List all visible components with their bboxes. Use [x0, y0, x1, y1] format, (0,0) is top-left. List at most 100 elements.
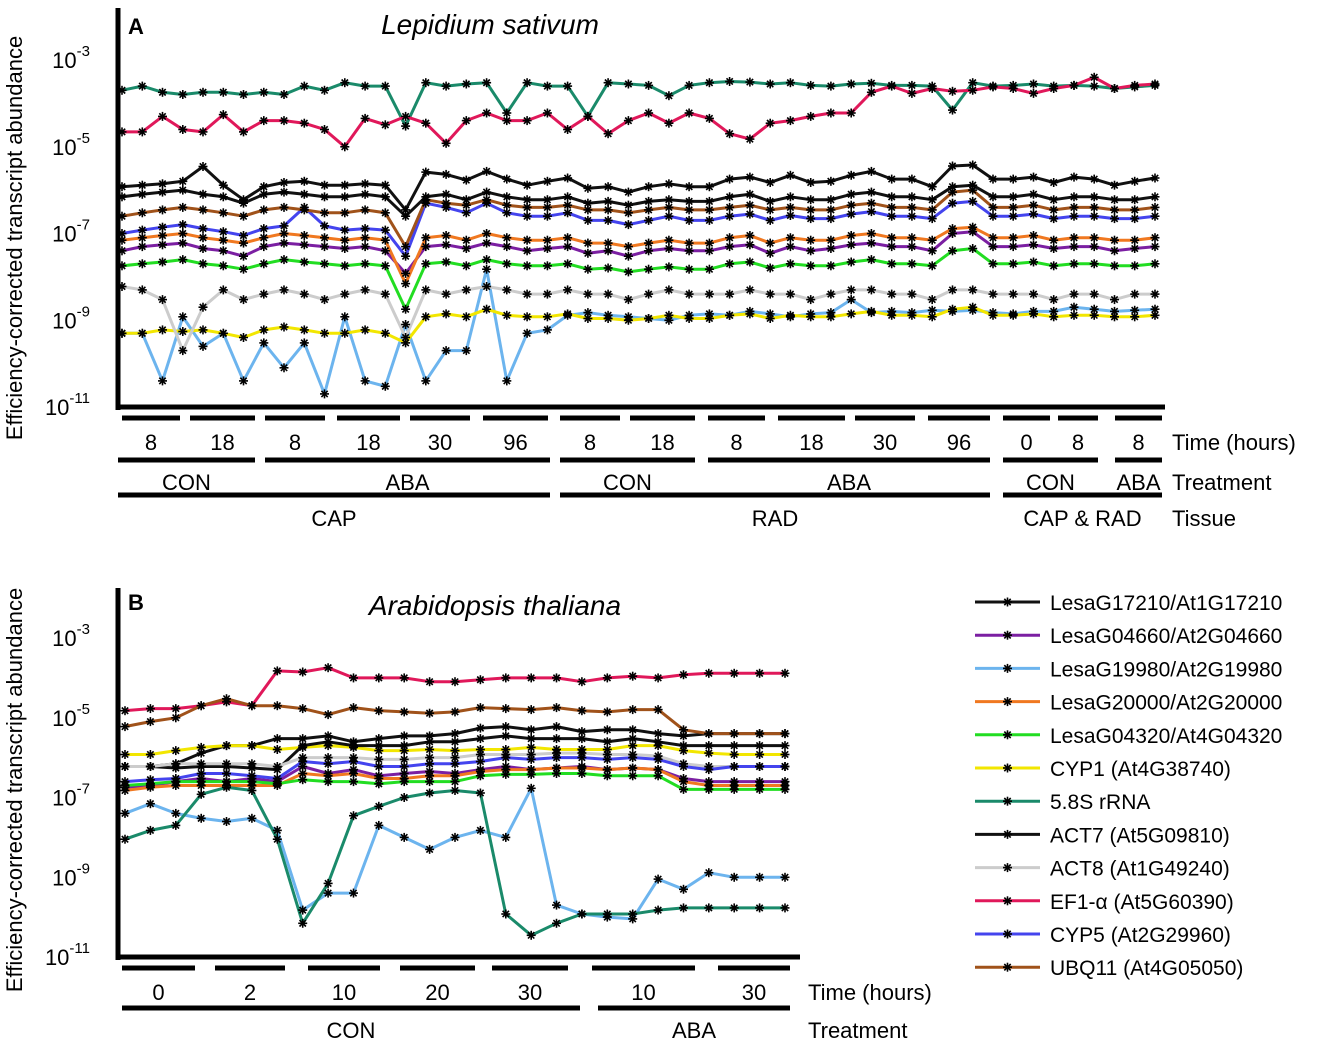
data-point: [526, 930, 536, 940]
data-point: [1110, 205, 1119, 215]
data-point: [374, 706, 384, 716]
data-point: [320, 259, 329, 269]
data-point: [1003, 863, 1012, 873]
y-tick-label: 10-7: [52, 781, 90, 811]
data-point: [583, 205, 593, 215]
data-point: [704, 784, 714, 794]
data-point: [1049, 84, 1059, 93]
data-point: [552, 673, 561, 683]
data-point: [425, 708, 435, 718]
data-point: [1089, 289, 1099, 299]
data-point: [1110, 195, 1119, 205]
data-point: [846, 189, 856, 199]
data-point: [988, 192, 998, 202]
series-line: [121, 285, 1155, 353]
data-point: [552, 753, 561, 763]
data-point: [846, 209, 856, 219]
legend-label: LesaG17210/At1G17210: [1050, 592, 1282, 615]
data-point: [360, 242, 370, 252]
data-point: [178, 90, 188, 99]
data-point: [218, 208, 228, 218]
time-row-title: Time (hours): [808, 980, 932, 1005]
data-point: [145, 717, 155, 727]
legend-label: LesaG04320/At4G04320: [1050, 725, 1282, 748]
data-point: [320, 389, 329, 399]
data-point: [196, 813, 206, 823]
data-point: [399, 793, 409, 802]
data-point: [765, 196, 775, 206]
data-point: [745, 231, 755, 240]
data-point: [120, 722, 130, 732]
data-point: [887, 174, 897, 184]
data-point: [171, 713, 181, 723]
data-point: [577, 734, 587, 744]
data-point: [171, 820, 181, 830]
data-point: [679, 884, 688, 894]
data-point: [298, 905, 308, 915]
data-point: [745, 77, 755, 87]
data-point: [1069, 192, 1079, 202]
data-point: [725, 242, 735, 252]
data-point: [755, 741, 765, 751]
data-point: [988, 242, 998, 252]
data-point: [120, 706, 130, 716]
data-point: [198, 127, 208, 137]
data-point: [927, 295, 937, 305]
data-point: [1150, 259, 1160, 269]
data-point: [425, 745, 435, 754]
time-group-label: 30: [742, 980, 766, 1005]
data-point: [239, 295, 248, 305]
data-point: [399, 707, 409, 717]
data-point: [279, 238, 289, 248]
treatment-group-label: ABA: [827, 470, 871, 495]
series-line: [122, 305, 1156, 345]
data-point: [1110, 312, 1119, 322]
data-point: [725, 310, 735, 320]
data-point: [461, 200, 471, 210]
data-point: [461, 285, 471, 295]
data-point: [603, 263, 613, 273]
data-point: [1003, 763, 1012, 773]
legend-label: ACT7 (At5G09810): [1050, 824, 1230, 847]
data-point: [475, 788, 485, 798]
data-point: [1069, 302, 1079, 312]
data-point: [450, 737, 460, 747]
data-point: [968, 85, 978, 95]
data-point: [198, 189, 208, 199]
data-point: [360, 81, 370, 91]
data-point: [684, 215, 694, 225]
data-point: [725, 77, 735, 86]
data-point: [1029, 231, 1038, 240]
data-point: [653, 705, 663, 715]
data-point: [1008, 233, 1018, 243]
data-point: [866, 78, 876, 88]
data-point: [196, 701, 206, 711]
data-point: [340, 261, 350, 271]
y-tick-label: 10-7: [52, 217, 90, 247]
data-point: [171, 746, 181, 756]
data-point: [401, 242, 411, 252]
data-point: [664, 202, 674, 212]
data-point: [1029, 79, 1038, 89]
data-point: [1089, 233, 1099, 243]
series-line: [121, 247, 1156, 311]
legend-label: 5.8S rRNA: [1050, 791, 1150, 814]
data-point: [171, 704, 181, 714]
data-point: [948, 187, 957, 197]
data-point: [218, 235, 228, 245]
data-point: [725, 233, 735, 243]
data-point: [765, 248, 775, 258]
data-point: [502, 208, 512, 218]
data-point: [679, 725, 688, 735]
data-point: [623, 208, 633, 218]
data-point: [482, 304, 492, 314]
data-point: [259, 182, 269, 192]
data-point: [826, 195, 836, 205]
data-point: [664, 285, 674, 295]
data-point: [380, 225, 390, 235]
data-point: [441, 289, 451, 299]
treatment-group-label: CON: [327, 1018, 376, 1043]
time-group-label: 0: [1020, 430, 1032, 455]
data-point: [563, 233, 573, 243]
